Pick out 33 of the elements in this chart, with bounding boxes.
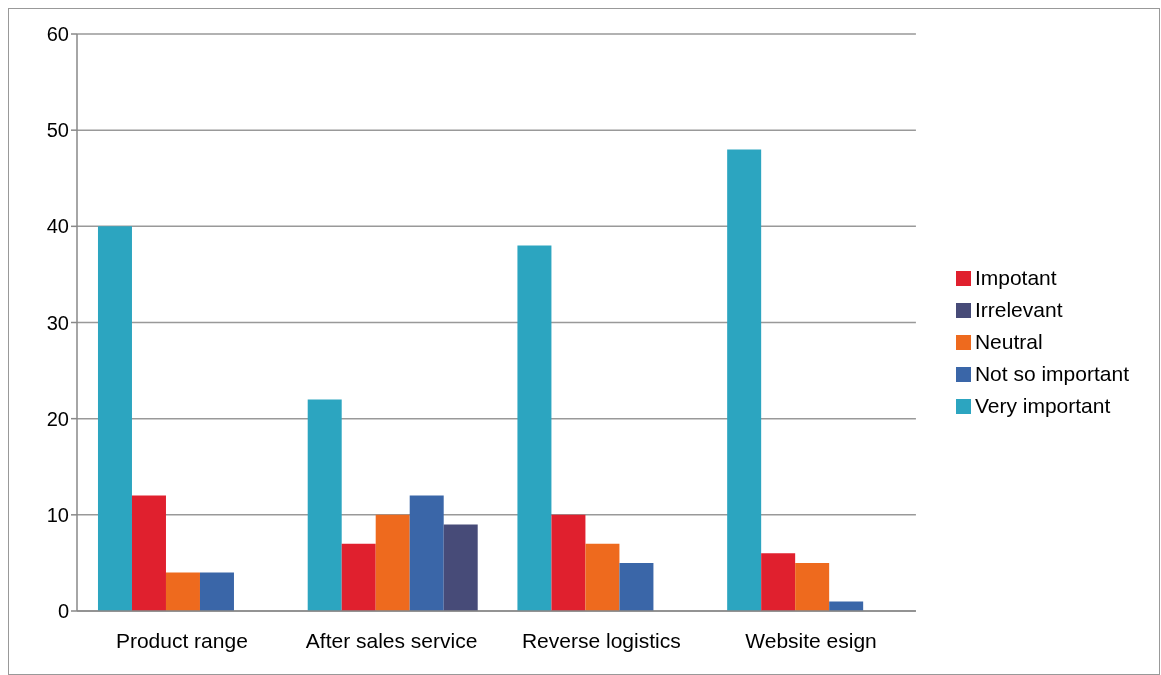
y-tick-label: 10	[46, 503, 69, 526]
bar	[443, 524, 478, 611]
bar	[517, 245, 552, 611]
x-tick-label: After sales service	[305, 628, 478, 652]
legend-label: Impotant	[974, 265, 1057, 289]
legend-label: Very important	[974, 393, 1111, 417]
y-tick-label: 30	[46, 311, 69, 334]
y-tick-label: 50	[46, 119, 69, 142]
bar	[795, 562, 830, 611]
bar	[165, 572, 200, 611]
bar	[409, 495, 444, 611]
bar	[375, 514, 410, 611]
bar	[199, 572, 234, 611]
y-tick-label: 0	[57, 600, 69, 623]
bar	[341, 543, 376, 611]
legend-label: Neutral	[974, 329, 1043, 353]
legend-label: Irrelevant	[974, 297, 1063, 321]
bar	[551, 514, 586, 611]
bar	[829, 601, 864, 611]
bar	[307, 399, 342, 611]
x-tick-label: Product range	[115, 628, 248, 652]
bar	[585, 543, 620, 611]
y-tick-label: 60	[46, 23, 69, 46]
legend-label: Not so important	[974, 361, 1129, 385]
bar	[727, 149, 762, 611]
x-tick-label: Website esign	[745, 628, 877, 652]
x-tick-label: Reverse logistics	[521, 628, 681, 652]
bar	[619, 562, 654, 611]
bar	[131, 495, 166, 611]
y-tick-label: 40	[46, 215, 69, 238]
bar	[761, 553, 796, 611]
bar	[97, 226, 132, 611]
y-tick-label: 20	[46, 407, 69, 430]
